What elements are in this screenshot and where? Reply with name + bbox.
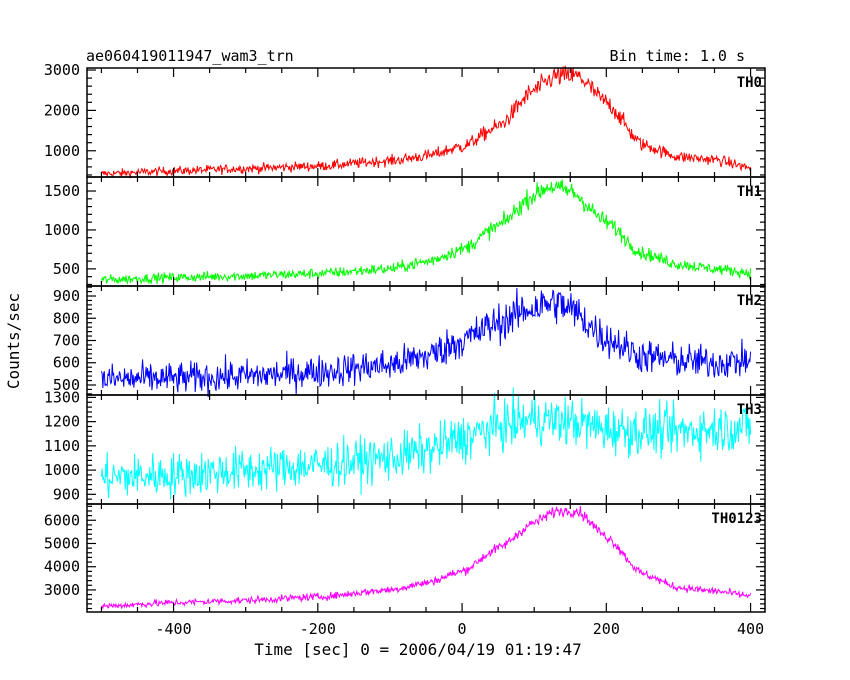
y-tick-label: 1000	[44, 221, 80, 239]
series-line-th3	[100, 387, 752, 500]
y-tick-label: 1100	[44, 437, 80, 455]
y-tick-label: 1000	[44, 142, 80, 160]
y-tick-label: 900	[53, 485, 80, 503]
panel-frame	[86, 67, 766, 178]
series-line-th0123	[101, 506, 752, 610]
series-line-th0	[101, 65, 752, 179]
y-tick-label: 500	[53, 260, 80, 278]
series-label-th0: TH0	[737, 75, 762, 91]
panel-frame	[86, 503, 766, 613]
y-tick-label: 5000	[44, 534, 80, 552]
x-tick-label: -400	[155, 620, 191, 638]
y-tick-label: 500	[53, 376, 80, 394]
y-tick-label: 1000	[44, 461, 80, 479]
series-line-th2	[100, 287, 752, 398]
y-tick-label: 800	[53, 309, 80, 327]
series-line-th1	[100, 179, 752, 285]
series-label-th2: TH2	[737, 293, 762, 309]
y-tick-label: 600	[53, 354, 80, 372]
x-tick-label: -200	[300, 620, 336, 638]
y-tick-label: 2000	[44, 101, 80, 119]
y-tick-label: 1300	[44, 388, 80, 406]
figure-title: ae060419011947_wam3_trn	[86, 47, 294, 65]
x-tick-label: 0	[458, 620, 467, 638]
series-label-th3: TH3	[737, 402, 762, 418]
series-label-th0123: TH0123	[711, 511, 762, 527]
y-tick-label: 700	[53, 332, 80, 350]
x-tick-label: 200	[593, 620, 620, 638]
y-tick-label: 6000	[44, 511, 80, 529]
y-tick-label: 3000	[44, 581, 80, 599]
y-tick-label: 4000	[44, 558, 80, 576]
series-label-th1: TH1	[737, 184, 762, 200]
y-axis-label: Counts/sec	[4, 293, 23, 389]
y-tick-label: 1200	[44, 413, 80, 431]
y-tick-label: 900	[53, 287, 80, 305]
x-tick-label: 400	[737, 620, 764, 638]
bin-time-label: Bin time: 1.0 s	[610, 47, 745, 65]
panel-frame	[86, 176, 766, 287]
y-tick-label: 3000	[44, 61, 80, 79]
x-axis-label: Time [sec] 0 = 2006/04/19 01:19:47	[254, 640, 582, 659]
y-tick-label: 1500	[44, 182, 80, 200]
